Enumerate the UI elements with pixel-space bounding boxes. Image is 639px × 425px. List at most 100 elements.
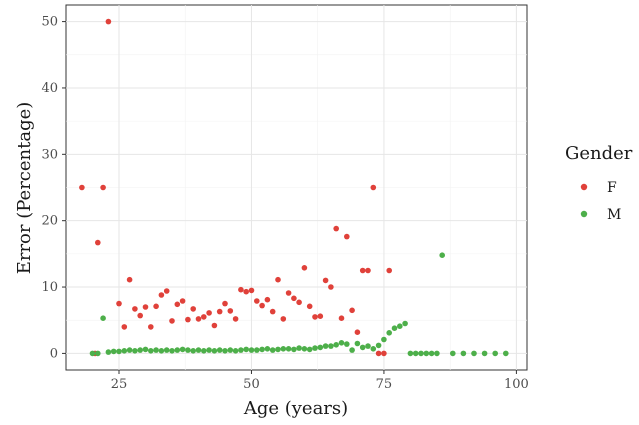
point-m <box>418 350 424 357</box>
point-m <box>163 347 170 353</box>
point-f <box>95 239 101 246</box>
point-f <box>349 307 355 314</box>
point-m <box>169 348 175 354</box>
point-m <box>375 342 382 349</box>
point-m <box>211 348 218 354</box>
point-f <box>359 267 366 274</box>
point-m <box>110 348 117 355</box>
point-m <box>386 330 393 336</box>
y-tick-label: 40 <box>41 81 58 96</box>
point-f <box>153 303 159 310</box>
point-m <box>280 346 287 352</box>
point-f <box>375 350 382 357</box>
point-f <box>269 308 276 315</box>
point-f <box>148 324 154 330</box>
point-m <box>190 348 196 354</box>
point-m <box>471 350 477 357</box>
point-m <box>412 350 419 357</box>
point-f <box>185 316 191 323</box>
point-m <box>153 347 159 353</box>
point-f <box>158 292 165 298</box>
point-m <box>317 344 324 351</box>
legend: Gender F M <box>565 143 633 223</box>
point-m <box>179 346 186 353</box>
point-m <box>481 350 488 357</box>
point-m <box>126 347 133 353</box>
point-m <box>227 347 234 353</box>
point-f <box>275 276 281 283</box>
y-tick-label: 10 <box>41 280 58 295</box>
point-f <box>243 288 249 295</box>
point-m <box>312 345 318 351</box>
point-f <box>79 184 85 191</box>
point-m <box>243 346 249 353</box>
point-m <box>450 350 456 357</box>
y-tick-label: 50 <box>41 15 58 30</box>
legend-title: Gender <box>565 143 633 164</box>
point-f <box>169 318 175 324</box>
point-f <box>338 315 345 322</box>
point-f <box>195 316 202 322</box>
point-f <box>365 267 371 274</box>
point-f <box>322 277 329 284</box>
point-f <box>116 300 122 307</box>
y-tick-label: 20 <box>41 214 58 229</box>
point-m <box>338 340 345 346</box>
point-m <box>174 347 181 353</box>
point-m <box>301 346 308 352</box>
point-m <box>344 341 350 347</box>
point-f <box>174 301 181 308</box>
point-m <box>137 347 143 353</box>
point-m <box>434 350 440 357</box>
point-f <box>227 308 234 314</box>
point-f <box>206 310 212 316</box>
point-f <box>179 298 186 304</box>
point-f <box>328 284 334 290</box>
point-m <box>354 340 361 347</box>
point-m <box>275 346 281 353</box>
point-m <box>121 348 128 354</box>
point-m <box>349 347 355 353</box>
data-points <box>79 18 509 357</box>
point-f <box>306 303 313 310</box>
point-f <box>354 329 361 336</box>
x-tick-label: 50 <box>243 377 260 392</box>
point-f <box>253 298 260 304</box>
point-m <box>253 347 260 353</box>
point-f <box>301 265 308 271</box>
point-f <box>222 300 228 307</box>
x-tick-label: 25 <box>111 377 128 392</box>
point-f <box>381 350 387 357</box>
point-f <box>344 233 350 240</box>
point-m <box>264 346 271 352</box>
point-m <box>460 350 467 357</box>
legend-marker-m <box>580 210 588 218</box>
point-f <box>386 267 393 274</box>
point-m <box>105 349 112 355</box>
x-tick-label: 75 <box>376 377 393 392</box>
point-m <box>503 350 509 357</box>
point-m <box>216 347 223 353</box>
x-tick-label: 100 <box>504 377 529 392</box>
point-m <box>248 347 255 353</box>
x-axis-title: Age (years) <box>243 398 348 419</box>
point-m <box>365 343 371 349</box>
point-m <box>296 345 302 351</box>
point-f <box>370 184 377 191</box>
point-m <box>269 347 276 353</box>
point-f <box>137 312 143 319</box>
point-f <box>211 322 218 329</box>
point-m <box>428 350 435 357</box>
point-f <box>259 302 265 309</box>
point-m <box>195 347 202 353</box>
point-m <box>222 348 228 354</box>
point-m <box>381 336 387 343</box>
point-f <box>264 296 271 303</box>
point-m <box>285 346 292 352</box>
y-axis-title: Error (Percentage) <box>14 102 35 275</box>
point-m <box>95 350 101 357</box>
point-m <box>158 348 165 354</box>
point-m <box>333 342 340 348</box>
point-m <box>259 346 265 353</box>
